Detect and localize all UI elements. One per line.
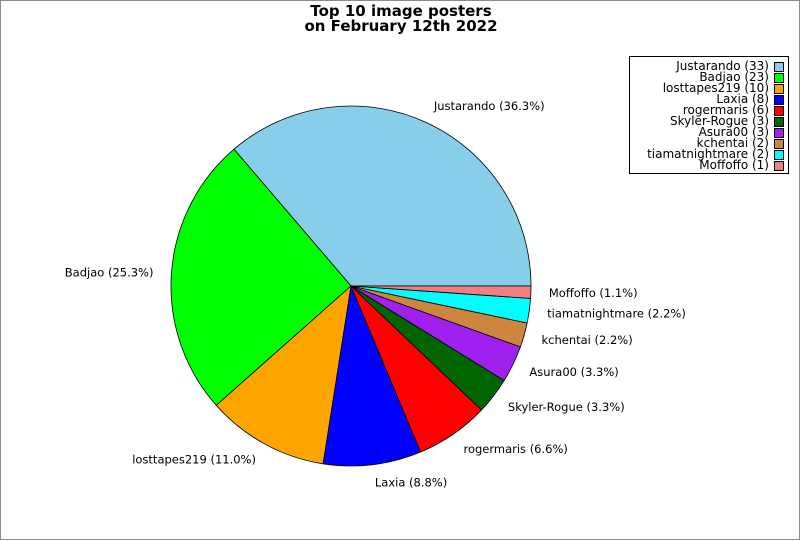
chart-title-line-1: Top 10 image posters — [310, 2, 492, 20]
legend-swatch — [774, 116, 784, 127]
pie-slice-laxia — [322, 284, 422, 467]
chart-title-line-2: on February 12th 2022 — [304, 17, 498, 35]
legend-item-badjao: Badjao (23) — [699, 70, 784, 84]
legend-label: Laxia (8) — [716, 92, 769, 106]
legend-swatch — [774, 138, 784, 149]
pie-slice-losttapes219 — [215, 284, 352, 465]
legend-label: Justarando (33) — [676, 59, 769, 73]
legend-item-asura00: Asura00 (3) — [698, 125, 784, 139]
slice-label-kchentai: kchentai (2.2%) — [541, 333, 632, 347]
pie-slice-justarando — [233, 105, 532, 287]
legend-label: losttapes219 (10) — [662, 81, 769, 95]
legend-item-skyler-rogue: Skyler-Rogue (3) — [669, 114, 784, 128]
legend-item-moffoffo: Moffoffo (1) — [699, 158, 784, 172]
legend-label: kchentai (2) — [696, 136, 769, 150]
legend-swatch — [774, 94, 784, 105]
chart-legend: Justarando (33) Badjao (23) losttapes219 (… — [629, 56, 789, 174]
pie-slice-badjao — [170, 148, 352, 406]
legend-label: Moffoffo (1) — [699, 158, 769, 172]
legend-swatch — [774, 105, 784, 116]
legend-swatch — [774, 149, 784, 160]
legend-swatch — [774, 160, 784, 171]
legend-item-kchentai: kchentai (2) — [696, 136, 784, 150]
legend-item-tiamatnightmare: tiamatnightmare (2) — [647, 147, 784, 161]
legend-swatch — [774, 72, 784, 83]
slice-label-moffoffo: Moffoffo (1.1%) — [549, 286, 638, 300]
slice-label-rogermaris: rogermaris (6.6%) — [463, 442, 567, 456]
slice-label-badjao: Badjao (25.3%) — [65, 265, 154, 279]
pie-slice-moffoffo — [350, 285, 532, 299]
legend-item-justarando: Justarando (33) — [676, 59, 784, 73]
legend-label: tiamatnightmare (2) — [647, 147, 769, 161]
legend-label: Asura00 (3) — [698, 125, 769, 139]
slice-label-losttapes219: losttapes219 (11.0%) — [132, 453, 256, 467]
slice-label-laxia: Laxia (8.8%) — [375, 476, 447, 490]
slice-label-asura00: Asura00 (3.3%) — [529, 365, 618, 379]
slice-label-justarando: Justarando (36.3%) — [433, 99, 545, 113]
legend-label: Badjao (23) — [699, 70, 769, 84]
legend-label: Skyler-Rogue (3) — [669, 114, 769, 128]
legend-swatch — [774, 61, 784, 72]
legend-swatch — [774, 83, 784, 94]
slice-label-skyler-rogue: Skyler-Rogue (3.3%) — [508, 400, 625, 414]
legend-item-rogermaris: rogermaris (6) — [682, 103, 784, 117]
legend-label: rogermaris (6) — [682, 103, 769, 117]
slice-label-tiamatnightmare: tiamatnightmare (2.2%) — [547, 306, 686, 320]
chart-title: Top 10 image posters on February 12th 20… — [1, 4, 800, 34]
legend-swatch — [774, 127, 784, 138]
legend-item-losttapes219: losttapes219 (10) — [662, 81, 784, 95]
legend-item-laxia: Laxia (8) — [716, 92, 784, 106]
